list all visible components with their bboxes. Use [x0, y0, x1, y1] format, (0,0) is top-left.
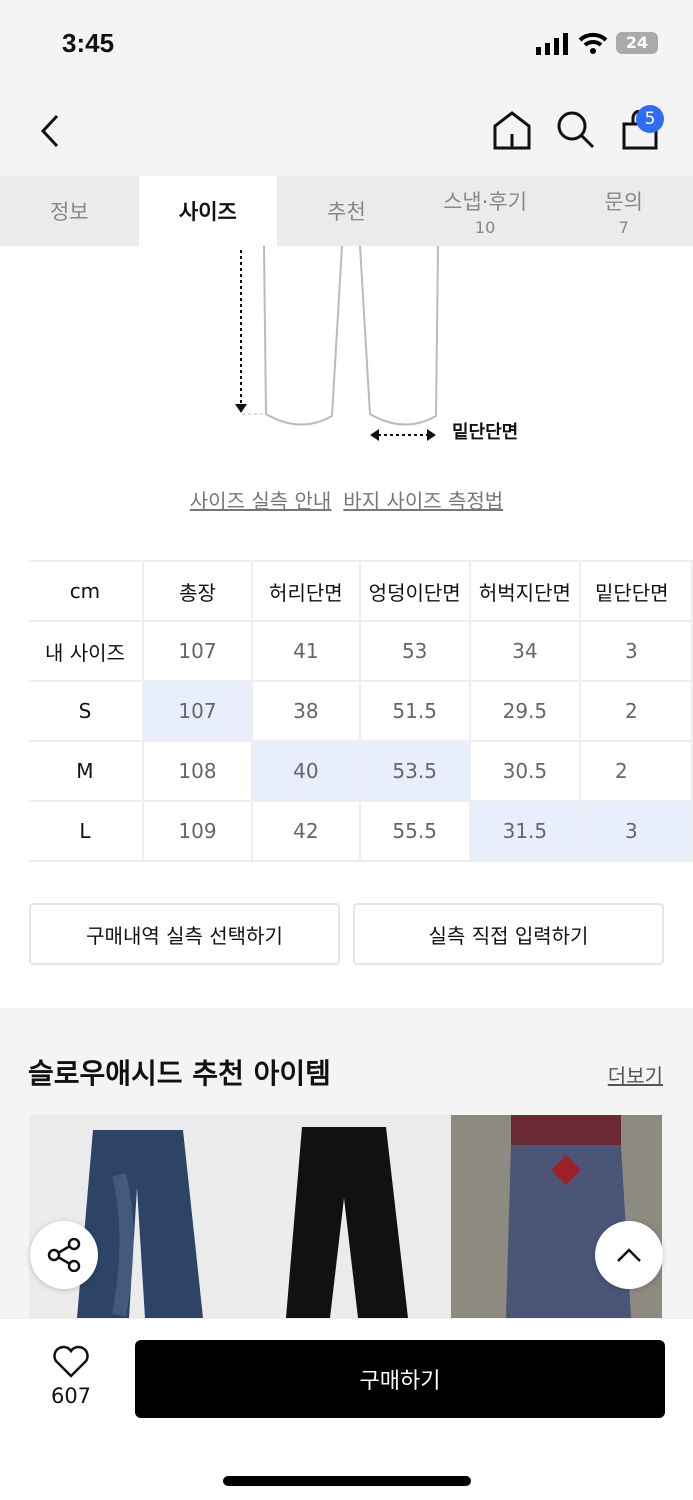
- header-cell: 총장: [141, 560, 254, 622]
- measure-howto-link[interactable]: 바지 사이즈 측정법: [343, 489, 504, 513]
- battery-icon: 24: [616, 32, 658, 54]
- cell: 3: [578, 800, 693, 862]
- cell: 2: [578, 740, 693, 802]
- cell: 41: [251, 620, 361, 682]
- signal-icon: [536, 33, 568, 55]
- cell: 42: [251, 800, 361, 862]
- tab-size[interactable]: 사이즈: [138, 176, 278, 246]
- product-image-model-jeans: [506, 1115, 631, 1318]
- wifi-icon: [578, 32, 608, 54]
- direct-input-measure-button[interactable]: 실측 직접 입력하기: [353, 903, 664, 965]
- tab-bar: 정보 사이즈 추천 스냅·후기 10 문의 7: [0, 176, 693, 246]
- size-links: 사이즈 실측 안내 바지 사이즈 측정법: [0, 485, 693, 514]
- cell: 51.5: [358, 680, 471, 742]
- row-label: L: [28, 800, 144, 862]
- more-link[interactable]: 더보기: [607, 1064, 663, 1088]
- cell: 107: [141, 680, 254, 742]
- cell: 107: [141, 620, 254, 682]
- size-table: cm 총장 허리단면 엉덩이단면 허벅지단면 밑단단면 내 사이즈 107 41…: [28, 560, 693, 862]
- cell: 55.5: [358, 800, 471, 862]
- home-icon[interactable]: [492, 110, 532, 150]
- cell: 108: [141, 740, 254, 802]
- pants-diagram: [235, 246, 439, 441]
- cell: 38: [251, 680, 361, 742]
- share-icon: [47, 1238, 81, 1272]
- top-nav: 5: [0, 88, 693, 176]
- recommend-title: 슬로우애시드 추천 아이템: [28, 1057, 331, 1090]
- header-cell: cm: [28, 560, 144, 622]
- back-icon[interactable]: [38, 114, 62, 148]
- tab-label: 문의: [604, 189, 643, 214]
- heart-icon[interactable]: [52, 1345, 90, 1379]
- size-guide-link[interactable]: 사이즈 실측 안내: [189, 489, 332, 513]
- tab-inquiry[interactable]: 문의 7: [554, 176, 693, 246]
- cell: 53.5: [358, 740, 471, 802]
- buy-button[interactable]: 구매하기: [135, 1340, 665, 1418]
- status-time: 3:45: [62, 28, 115, 58]
- home-indicator: [223, 1476, 471, 1486]
- tab-recommend[interactable]: 추천: [277, 176, 416, 246]
- purchase-history-measure-button[interactable]: 구매내역 실측 선택하기: [29, 903, 340, 965]
- header-cell: 허리단면: [251, 560, 361, 622]
- header-cell: 밑단단면: [578, 560, 693, 622]
- search-icon[interactable]: [556, 110, 596, 150]
- table-header-row: cm 총장 허리단면 엉덩이단면 허벅지단면 밑단단면: [28, 560, 693, 622]
- share-button[interactable]: [30, 1221, 98, 1289]
- size-table-wrapper[interactable]: cm 총장 허리단면 엉덩이단면 허벅지단면 밑단단면 내 사이즈 107 41…: [0, 560, 693, 865]
- chevron-up-icon: [617, 1248, 641, 1262]
- tab-count: 7: [618, 217, 629, 237]
- tab-label: 사이즈: [178, 200, 237, 224]
- table-row: L 109 42 55.5 31.5 3: [28, 800, 693, 862]
- cell: 40: [251, 740, 361, 802]
- row-label: S: [28, 680, 144, 742]
- tab-count: 10: [474, 217, 496, 237]
- header-cell: 허벅지단면: [468, 560, 581, 622]
- product-image-blue-jeans: [77, 1130, 203, 1318]
- tab-label: 추천: [327, 200, 366, 224]
- cell: 109: [141, 800, 254, 862]
- row-label: M: [28, 740, 144, 802]
- tab-label: 스냅·후기: [443, 189, 528, 214]
- table-row: S 107 38 51.5 29.5 2: [28, 680, 693, 742]
- table-row: 내 사이즈 107 41 53 34 3: [28, 620, 693, 682]
- row-label: 내 사이즈: [28, 620, 144, 682]
- cell: 3: [578, 620, 693, 682]
- like-count: 607: [50, 1384, 92, 1408]
- cell: 2: [578, 680, 693, 742]
- hem-label: 밑단단면: [452, 422, 519, 443]
- cell: 53: [358, 620, 471, 682]
- cell: 29.5: [468, 680, 581, 742]
- cell: 34: [468, 620, 581, 682]
- product-card[interactable]: [240, 1115, 451, 1318]
- product-image-black-jeans: [286, 1127, 408, 1318]
- status-bar: 3:45 24: [0, 0, 693, 88]
- cell: 30.5: [468, 740, 581, 802]
- table-row: M 108 40 53.5 30.5 2: [28, 740, 693, 802]
- tab-label: 정보: [49, 200, 89, 224]
- tab-info[interactable]: 정보: [0, 176, 139, 246]
- header-cell: 엉덩이단면: [358, 560, 471, 622]
- scroll-top-button[interactable]: [595, 1221, 663, 1289]
- cell: 31.5: [468, 800, 581, 862]
- cart-badge: 5: [636, 105, 664, 133]
- tab-snap-review[interactable]: 스냅·후기 10: [416, 176, 555, 246]
